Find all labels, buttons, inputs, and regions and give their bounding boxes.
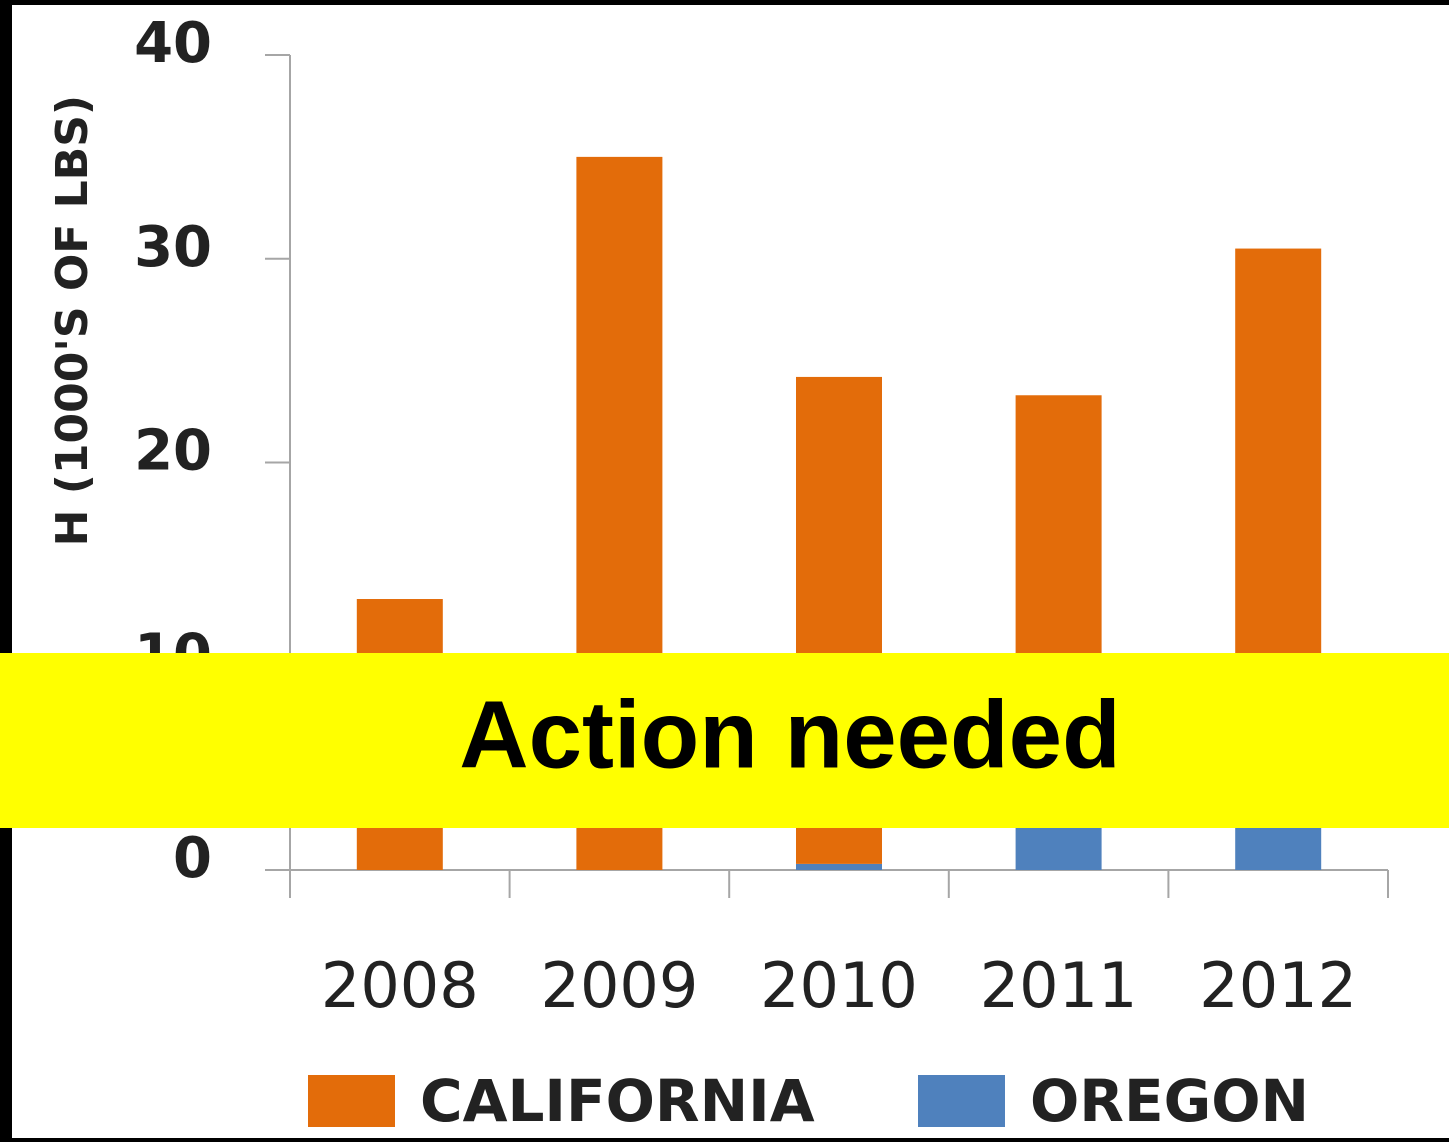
y-axis-label: H (1000'S OF LBS) xyxy=(47,95,98,546)
y-tick-label: 20 xyxy=(134,419,212,484)
y-tick-label: 40 xyxy=(134,11,212,76)
legend-swatch xyxy=(918,1075,1005,1127)
x-tick-label: 2008 xyxy=(321,949,479,1022)
legend-label: CALIFORNIA xyxy=(420,1067,815,1135)
bar xyxy=(796,863,882,870)
y-tick-label: 0 xyxy=(173,826,212,891)
plot-background xyxy=(12,5,1449,1138)
x-tick-label: 2010 xyxy=(760,949,918,1022)
banner-text: Action needed xyxy=(459,681,1120,788)
x-tick-label: 2012 xyxy=(1199,949,1357,1022)
x-tick-label: 2011 xyxy=(980,949,1138,1022)
legend-label: OREGON xyxy=(1030,1067,1309,1135)
banner xyxy=(0,653,1449,828)
x-tick-label: 2009 xyxy=(541,949,699,1022)
y-tick-label: 30 xyxy=(134,215,212,280)
legend-swatch xyxy=(308,1075,395,1127)
